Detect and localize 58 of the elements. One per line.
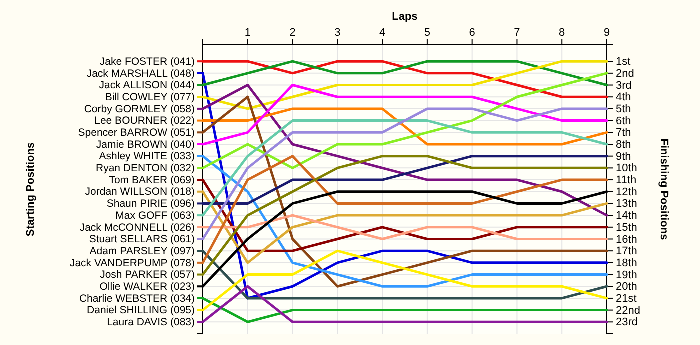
y-tick-label: 5th: [616, 103, 632, 116]
legend-label: Laura DAVIS (083): [107, 316, 195, 329]
x-tick-label: 1: [244, 27, 251, 39]
y-tick-label: 21st: [616, 292, 637, 305]
y-tick-label: 4th: [616, 92, 632, 104]
x-axis-title: Laps: [392, 11, 418, 23]
y-tick-label: 17th: [616, 246, 638, 258]
y-tick-label: 15th: [616, 222, 638, 234]
y-tick-label: 22nd: [616, 304, 640, 317]
y-tick-label: 3rd: [616, 80, 632, 92]
legend-label: Ashley WHITE (033): [99, 150, 195, 163]
x-tick-label: 8: [559, 27, 566, 39]
y-tick-label: 2nd: [616, 68, 634, 80]
legend-label: Josh PARKER (057): [100, 269, 195, 282]
legend-label: Jack VANDERPUMP (078): [70, 257, 195, 270]
x-tick-label: 3: [334, 27, 341, 39]
legend-label: Jordan WILLSON (018): [85, 186, 195, 198]
y-tick-label: 12th: [616, 186, 638, 198]
y-tick-label: 11th: [616, 174, 637, 187]
x-tick-label: 4: [379, 27, 386, 39]
y-tick-label: 20th: [616, 281, 638, 294]
x-tick-label: 5: [424, 27, 431, 39]
legend-label: Jack McCONNELL (026): [80, 222, 195, 234]
y-tick-label: 10th: [616, 162, 638, 175]
y-tick-label: 18th: [616, 257, 638, 270]
y-axis-title: Finishing Positions: [658, 138, 670, 240]
y-tick-label: 1st: [616, 56, 631, 68]
legend-label: Bill COWLEY (077): [105, 91, 195, 104]
legend-label: Adam PARSLEY (097): [90, 245, 195, 258]
x-tick-label: 6: [469, 27, 476, 39]
x-tick-label: 9: [604, 27, 610, 39]
legend-label: Corby GORMLEY (058): [84, 103, 195, 116]
legend-label: Jamie BROWN (040): [96, 138, 195, 151]
legend-label: Spencer BARROW (051): [78, 127, 195, 140]
legend-label: Ryan DENTON (032): [96, 162, 195, 175]
y-tick-label: 19th: [616, 269, 638, 282]
legend-label: Lee BOURNER (022): [94, 115, 195, 128]
y-tick-label: 16th: [616, 234, 638, 246]
y-tick-label: 6th: [616, 115, 632, 128]
x-tick-label: 7: [514, 27, 520, 39]
y-tick-label: 14th: [616, 210, 638, 222]
legend-label: Shaun PIRIE (096): [106, 198, 195, 210]
legend-label: Jack ALLISON (044): [99, 80, 195, 92]
legend-label: Charlie WEBSTER (034): [79, 292, 195, 305]
legend-label: Max GOFF (063): [116, 210, 195, 222]
legend-label: Jack MARSHALL (048): [86, 68, 195, 80]
y-tick-label: 13th: [616, 198, 638, 210]
y-tick-label: 8th: [616, 139, 632, 152]
legend-label: Ollie WALKER (023): [100, 280, 195, 293]
y-tick-label: 9th: [616, 150, 632, 163]
legend-label: Tom BAKER (069): [109, 174, 195, 186]
y-tick-label: 23rd: [616, 316, 638, 329]
x-tick-label: 2: [290, 27, 296, 39]
legend-label: Stuart SELLARS (061): [89, 234, 195, 246]
text: Starting Positions: [25, 142, 37, 237]
legend-label: Jake FOSTER (041): [100, 56, 195, 68]
legend-label: Daniel SHILLING (095): [87, 304, 195, 317]
y-tick-label: 7th: [616, 127, 632, 140]
